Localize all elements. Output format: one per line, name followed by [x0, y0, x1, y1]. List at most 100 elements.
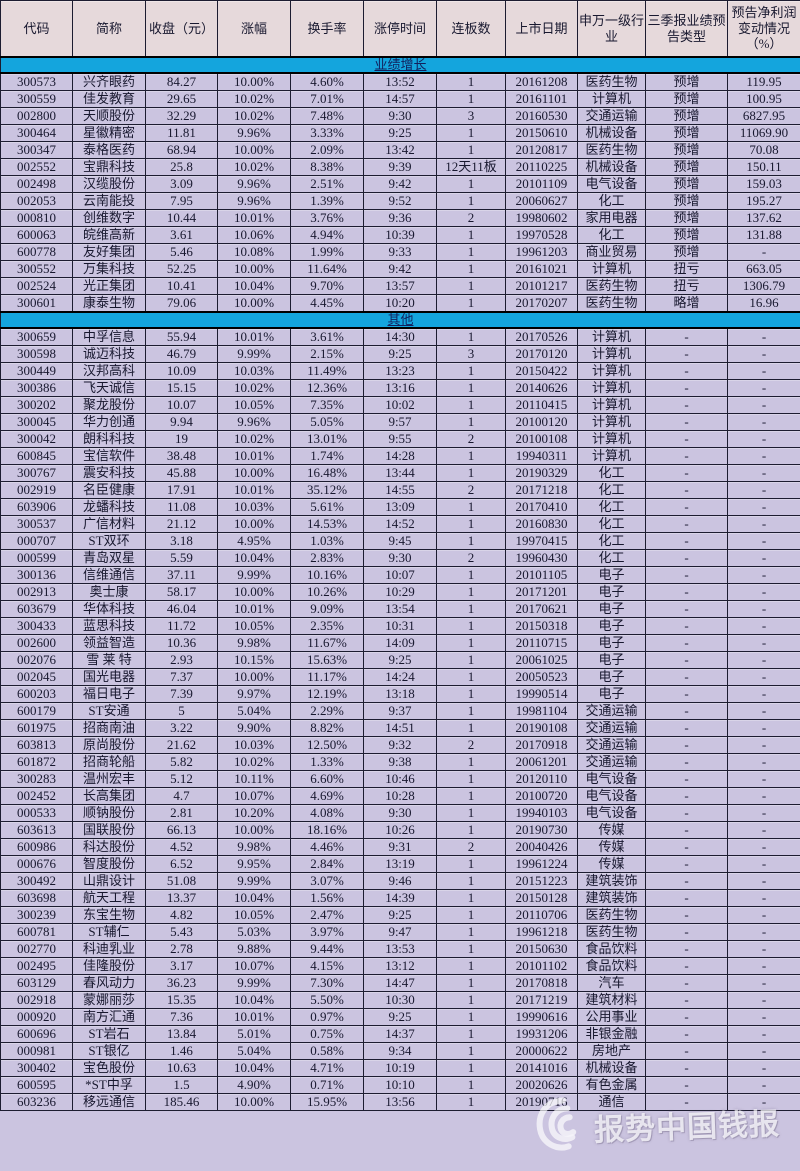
table-cell[interactable]: 20170818	[505, 974, 578, 992]
table-cell[interactable]: 600986	[0, 838, 73, 856]
table-cell[interactable]: 131.88	[727, 226, 800, 244]
table-cell[interactable]: 14:37	[363, 1025, 437, 1043]
table-cell[interactable]: 宝信软件	[72, 447, 146, 465]
table-cell[interactable]: -	[727, 957, 800, 975]
table-cell[interactable]: 化工	[577, 498, 646, 516]
table-cell[interactable]: 7.35%	[290, 396, 364, 414]
table-cell[interactable]: 预增	[645, 226, 728, 244]
table-cell[interactable]: 9:42	[363, 175, 437, 193]
table-cell[interactable]: 13:53	[363, 940, 437, 958]
table-cell[interactable]: 9:37	[363, 702, 437, 720]
table-cell[interactable]: 2	[436, 481, 506, 499]
table-cell[interactable]: 84.27	[145, 72, 218, 91]
table-cell[interactable]: 1	[436, 327, 506, 346]
table-cell[interactable]: 9.96%	[217, 192, 291, 210]
table-cell[interactable]: 8.38%	[290, 158, 364, 176]
table-cell[interactable]: 10.26%	[290, 583, 364, 601]
table-cell[interactable]: 5.46	[145, 243, 218, 261]
table-cell[interactable]: 交通运输	[577, 736, 646, 754]
table-cell[interactable]: 300402	[0, 1059, 73, 1077]
table-cell[interactable]: -	[727, 719, 800, 737]
table-cell[interactable]: 9:45	[363, 532, 437, 550]
table-cell[interactable]: 计算机	[577, 362, 646, 380]
table-cell[interactable]: -	[645, 566, 728, 584]
table-cell[interactable]: 600203	[0, 685, 73, 703]
table-cell[interactable]: 000981	[0, 1042, 73, 1060]
table-cell[interactable]: 46.04	[145, 600, 218, 618]
table-cell[interactable]: 20141016	[505, 1059, 578, 1077]
table-cell[interactable]: 春风动力	[72, 974, 146, 992]
table-cell[interactable]: -	[727, 345, 800, 363]
table-cell[interactable]: 10.00%	[217, 464, 291, 482]
table-cell[interactable]: 1.03%	[290, 532, 364, 550]
table-cell[interactable]: 医药生物	[577, 923, 646, 941]
table-cell[interactable]: 化工	[577, 532, 646, 550]
table-cell[interactable]: 13.01%	[290, 430, 364, 448]
table-cell[interactable]: 19990514	[505, 685, 578, 703]
table-cell[interactable]: -	[727, 464, 800, 482]
table-cell[interactable]: 9:25	[363, 1008, 437, 1026]
table-cell[interactable]: -	[645, 1042, 728, 1060]
table-cell[interactable]: -	[645, 906, 728, 924]
table-cell[interactable]: 20190329	[505, 464, 578, 482]
table-cell[interactable]: -	[727, 991, 800, 1009]
table-cell[interactable]: -	[727, 396, 800, 414]
table-cell[interactable]: 1	[436, 770, 506, 788]
table-cell[interactable]: 600696	[0, 1025, 73, 1043]
table-cell[interactable]: 10.01%	[217, 1008, 291, 1026]
table-cell[interactable]: 1	[436, 1059, 506, 1077]
table-cell[interactable]: 14:39	[363, 889, 437, 907]
table-cell[interactable]: 预增	[645, 192, 728, 210]
table-cell[interactable]: 10.15%	[217, 651, 291, 669]
table-cell[interactable]: 5.01%	[217, 1025, 291, 1043]
table-cell[interactable]: 20161101	[505, 90, 578, 108]
table-cell[interactable]: -	[645, 804, 728, 822]
table-cell[interactable]: 招商南油	[72, 719, 146, 737]
table-cell[interactable]: 300347	[0, 141, 73, 159]
table-cell[interactable]: 12.36%	[290, 379, 364, 397]
table-cell[interactable]: 招商轮船	[72, 753, 146, 771]
table-cell[interactable]: 3.61	[145, 226, 218, 244]
table-cell[interactable]: 龙蟠科技	[72, 498, 146, 516]
table-cell[interactable]: 14:52	[363, 515, 437, 533]
table-cell[interactable]: 601975	[0, 719, 73, 737]
table-cell[interactable]: 10:39	[363, 226, 437, 244]
table-cell[interactable]: 领益智造	[72, 634, 146, 652]
table-cell[interactable]: 20171218	[505, 481, 578, 499]
table-cell[interactable]: 计算机	[577, 396, 646, 414]
table-cell[interactable]: -	[727, 498, 800, 516]
table-cell[interactable]: 佳隆股份	[72, 957, 146, 975]
table-cell[interactable]: -	[727, 1093, 800, 1111]
table-cell[interactable]: 电子	[577, 668, 646, 686]
table-cell[interactable]: 7.30%	[290, 974, 364, 992]
table-cell[interactable]: 9:39	[363, 158, 437, 176]
table-cell[interactable]: 002800	[0, 107, 73, 125]
table-cell[interactable]: 1	[436, 413, 506, 431]
table-cell[interactable]: 朗科科技	[72, 430, 146, 448]
table-cell[interactable]: 10.16%	[290, 566, 364, 584]
table-cell[interactable]: 9:46	[363, 872, 437, 890]
table-cell[interactable]: 300537	[0, 515, 73, 533]
table-cell[interactable]: 5.43	[145, 923, 218, 941]
table-cell[interactable]: 1	[436, 668, 506, 686]
table-cell[interactable]: 10.00%	[217, 72, 291, 91]
table-cell[interactable]: 300136	[0, 566, 73, 584]
table-cell[interactable]: 2	[436, 838, 506, 856]
table-cell[interactable]: 10.00%	[217, 260, 291, 278]
table-cell[interactable]: 20120110	[505, 770, 578, 788]
table-cell[interactable]: 10.02%	[217, 158, 291, 176]
table-cell[interactable]: 华体科技	[72, 600, 146, 618]
table-cell[interactable]: 20170207	[505, 294, 578, 313]
table-cell[interactable]: -	[727, 600, 800, 618]
table-cell[interactable]: -	[645, 855, 728, 873]
table-cell[interactable]: ST银亿	[72, 1042, 146, 1060]
table-cell[interactable]: 化工	[577, 226, 646, 244]
table-cell[interactable]: 1	[436, 991, 506, 1009]
table-cell[interactable]: 10.04%	[217, 1059, 291, 1077]
table-cell[interactable]: 20160830	[505, 515, 578, 533]
table-cell[interactable]: 1	[436, 1042, 506, 1060]
table-cell[interactable]: 计算机	[577, 379, 646, 397]
table-cell[interactable]: 4.60%	[290, 72, 364, 91]
table-cell[interactable]: 1	[436, 923, 506, 941]
table-cell[interactable]: 19961218	[505, 923, 578, 941]
